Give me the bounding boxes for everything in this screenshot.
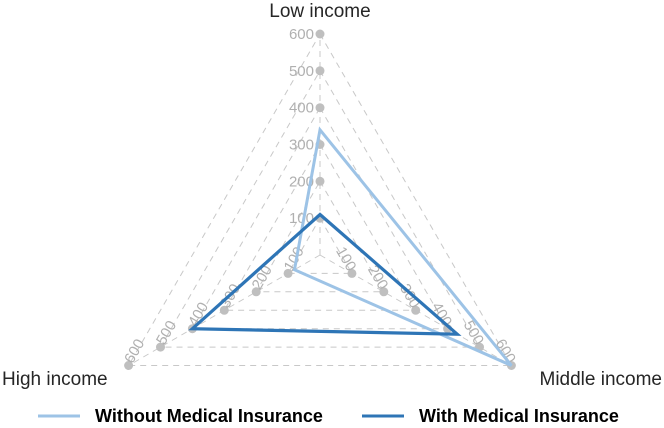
tick-label: 100 [289, 210, 314, 227]
tick-dot [315, 29, 325, 39]
axis-label-layer: Low income Middle income High income [2, 1, 662, 390]
axis-label-low-income: Low income [269, 1, 370, 22]
tick-dot [347, 268, 357, 278]
tick-label: 200 [289, 173, 314, 190]
legend-label: Without Medical Insurance [95, 406, 323, 426]
tick-dot [156, 342, 165, 352]
tick-label: 200 [364, 262, 391, 292]
tick-label: 400 [428, 299, 455, 329]
grid-ring-300 [223, 143, 417, 311]
series-with-insurance-line [188, 212, 462, 336]
legend: Without Medical Insurance With Medical In… [38, 406, 619, 426]
tick-dot [283, 268, 293, 278]
tick-label: 600 [121, 336, 148, 366]
grid-ring-600 [127, 33, 513, 366]
grid-ring-200 [255, 180, 385, 293]
legend-item: With Medical Insurance [362, 406, 619, 426]
tick-dot [411, 305, 421, 315]
tick-dot [219, 305, 229, 315]
series-layer [188, 126, 513, 367]
grid-layer [127, 33, 513, 366]
tick-label: 500 [289, 63, 314, 80]
tick-label: 300 [289, 137, 314, 154]
tick-dot [315, 66, 325, 76]
grid-ring-500 [159, 69, 481, 348]
tick-label: 100 [332, 244, 359, 274]
tick-label: 500 [153, 318, 180, 348]
legend-label: With Medical Insurance [419, 406, 619, 426]
tick-dot [315, 103, 325, 113]
tick-dot [124, 361, 134, 370]
axis-label-middle-income: Middle income [540, 369, 663, 390]
tick-dot [315, 176, 325, 186]
series-without-insurance-line [292, 126, 513, 367]
grid-ring-100 [287, 217, 353, 274]
tick-dot [379, 287, 389, 297]
tick-label: 400 [289, 100, 314, 117]
tick-label: 600 [289, 26, 314, 43]
axis-label-high-income: High income [2, 369, 108, 390]
legend-item: Without Medical Insurance [38, 406, 323, 426]
tick-dot [251, 287, 261, 297]
